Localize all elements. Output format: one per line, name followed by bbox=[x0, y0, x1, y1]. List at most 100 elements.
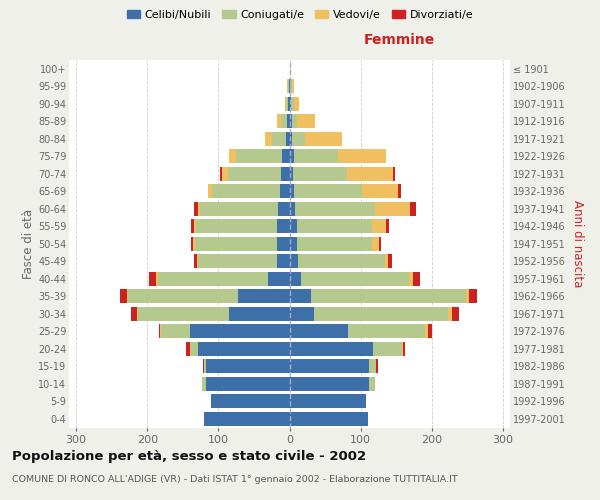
Bar bbox=[194, 220, 196, 233]
Bar bbox=[314, 307, 448, 320]
Bar bbox=[292, 114, 298, 128]
Bar bbox=[290, 324, 348, 338]
Bar bbox=[293, 167, 347, 180]
Bar bbox=[348, 324, 425, 338]
Bar bbox=[287, 114, 290, 128]
Bar bbox=[202, 377, 206, 390]
Bar bbox=[290, 307, 314, 320]
Bar bbox=[138, 307, 229, 320]
Bar bbox=[292, 132, 305, 145]
Bar bbox=[158, 272, 268, 285]
Bar bbox=[403, 342, 405, 355]
Bar bbox=[229, 150, 236, 163]
Bar bbox=[281, 167, 290, 180]
Bar bbox=[191, 237, 193, 250]
Bar bbox=[200, 202, 278, 215]
Bar bbox=[305, 132, 342, 145]
Bar bbox=[290, 377, 369, 390]
Bar bbox=[379, 237, 381, 250]
Bar bbox=[211, 394, 290, 408]
Bar bbox=[195, 237, 277, 250]
Bar bbox=[298, 254, 385, 268]
Bar bbox=[290, 237, 296, 250]
Bar bbox=[290, 80, 292, 93]
Bar bbox=[385, 254, 388, 268]
Bar bbox=[402, 342, 403, 355]
Bar bbox=[128, 290, 238, 303]
Bar bbox=[290, 290, 311, 303]
Bar bbox=[375, 202, 410, 215]
Bar bbox=[277, 114, 281, 128]
Bar bbox=[347, 167, 394, 180]
Bar bbox=[295, 202, 375, 215]
Text: Femmine: Femmine bbox=[364, 33, 436, 47]
Bar bbox=[290, 184, 294, 198]
Bar bbox=[281, 114, 287, 128]
Bar bbox=[362, 184, 398, 198]
Bar bbox=[160, 324, 161, 338]
Bar bbox=[283, 150, 290, 163]
Bar bbox=[388, 254, 392, 268]
Bar bbox=[131, 307, 137, 320]
Bar bbox=[373, 342, 402, 355]
Bar bbox=[272, 132, 286, 145]
Bar bbox=[194, 254, 197, 268]
Bar bbox=[369, 377, 375, 390]
Bar bbox=[197, 254, 199, 268]
Bar bbox=[294, 150, 338, 163]
Bar bbox=[204, 412, 290, 426]
Bar bbox=[296, 220, 372, 233]
Bar bbox=[288, 97, 290, 110]
Bar bbox=[206, 377, 290, 390]
Bar bbox=[193, 237, 195, 250]
Bar bbox=[386, 220, 389, 233]
Bar bbox=[372, 220, 386, 233]
Bar bbox=[372, 237, 379, 250]
Bar bbox=[394, 167, 395, 180]
Bar bbox=[229, 307, 290, 320]
Y-axis label: Anni di nascita: Anni di nascita bbox=[571, 200, 584, 288]
Bar bbox=[298, 114, 315, 128]
Bar bbox=[227, 167, 281, 180]
Bar bbox=[290, 412, 368, 426]
Bar bbox=[294, 184, 362, 198]
Bar bbox=[278, 202, 290, 215]
Bar bbox=[196, 220, 277, 233]
Bar bbox=[149, 272, 157, 285]
Bar bbox=[466, 290, 469, 303]
Bar bbox=[119, 290, 127, 303]
Bar bbox=[203, 360, 204, 373]
Bar bbox=[157, 272, 158, 285]
Bar bbox=[296, 237, 372, 250]
Bar bbox=[238, 290, 290, 303]
Bar bbox=[338, 150, 386, 163]
Bar bbox=[410, 202, 416, 215]
Bar bbox=[369, 360, 376, 373]
Bar bbox=[220, 167, 222, 180]
Bar bbox=[190, 342, 199, 355]
Bar bbox=[290, 220, 296, 233]
Bar bbox=[290, 272, 301, 285]
Bar bbox=[311, 290, 466, 303]
Bar bbox=[277, 237, 290, 250]
Bar bbox=[280, 184, 290, 198]
Bar bbox=[291, 97, 294, 110]
Bar bbox=[289, 80, 290, 93]
Bar bbox=[206, 360, 290, 373]
Bar bbox=[290, 202, 295, 215]
Bar bbox=[425, 324, 428, 338]
Bar bbox=[290, 132, 292, 145]
Bar bbox=[212, 184, 280, 198]
Bar bbox=[290, 97, 291, 110]
Bar bbox=[286, 132, 290, 145]
Bar bbox=[287, 80, 288, 93]
Text: Popolazione per età, sesso e stato civile - 2002: Popolazione per età, sesso e stato civil… bbox=[12, 450, 366, 463]
Bar bbox=[199, 342, 290, 355]
Bar bbox=[268, 272, 290, 285]
Bar bbox=[194, 202, 198, 215]
Bar bbox=[288, 80, 289, 93]
Bar bbox=[208, 184, 212, 198]
Bar bbox=[161, 324, 190, 338]
Bar bbox=[452, 307, 459, 320]
Legend: Celibi/Nubili, Coniugati/e, Vedovi/e, Divorziati/e: Celibi/Nubili, Coniugati/e, Vedovi/e, Di… bbox=[122, 6, 478, 25]
